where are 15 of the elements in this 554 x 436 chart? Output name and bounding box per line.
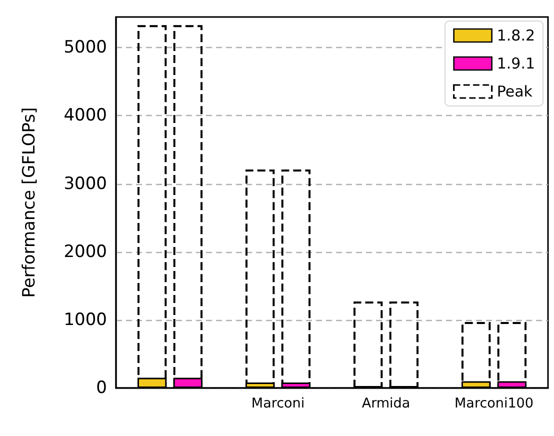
x-tick-label: Armida xyxy=(362,396,410,412)
legend-label: 1.9.1 xyxy=(496,54,536,72)
y-tick-label: 4000 xyxy=(64,106,107,126)
y-tick-label: 2000 xyxy=(64,242,107,262)
y-tick-label: 3000 xyxy=(64,174,107,194)
y-tick-label: 0 xyxy=(96,378,107,398)
y-tick-label: 5000 xyxy=(64,38,107,58)
y-tick-label: 1000 xyxy=(64,310,107,330)
legend-label: Peak xyxy=(496,82,533,100)
x-tick-label: Marconi100 xyxy=(454,396,534,412)
bar xyxy=(353,302,383,388)
bar xyxy=(389,302,419,388)
y-axis-title: Performance [GFLOPs] xyxy=(20,107,40,298)
legend-label: 1.8.2 xyxy=(496,26,536,44)
x-tick-label: Marconi xyxy=(251,396,305,412)
